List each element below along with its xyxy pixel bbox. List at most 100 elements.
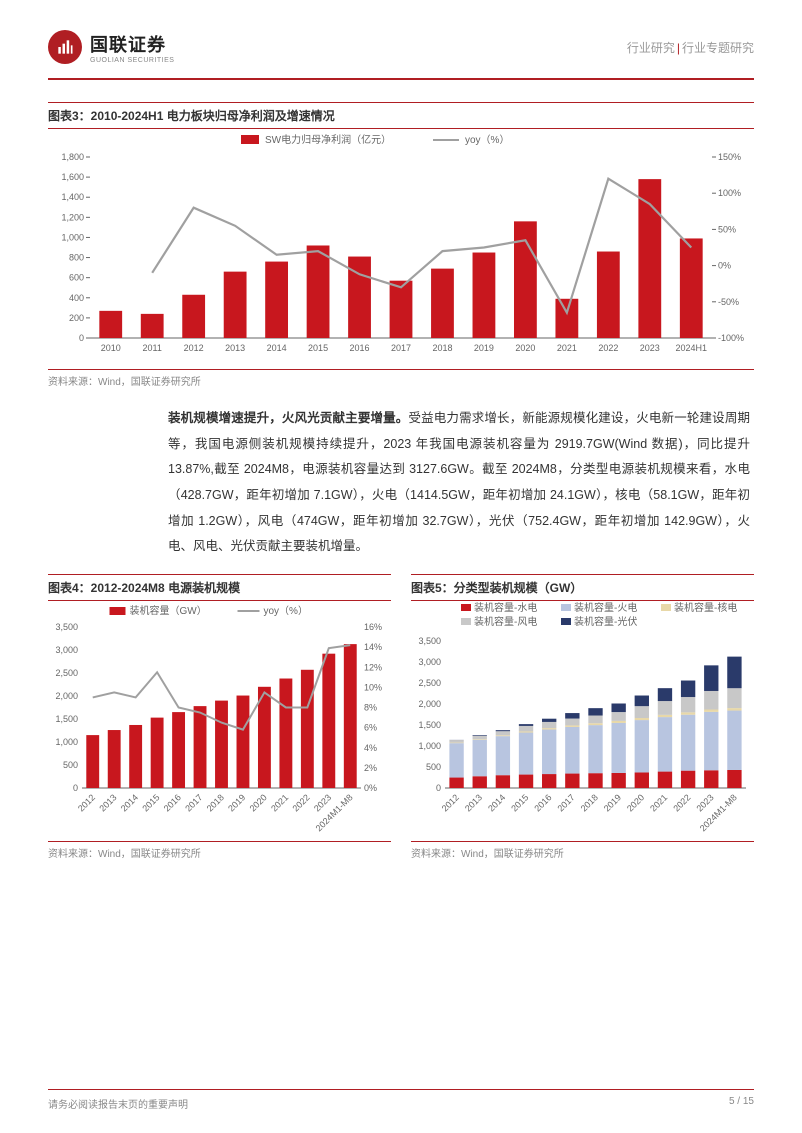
svg-text:2%: 2% [364,763,377,773]
svg-text:2,500: 2,500 [418,678,441,688]
svg-text:0: 0 [79,333,84,343]
svg-text:500: 500 [63,760,78,770]
svg-text:装机容量-风电: 装机容量-风电 [474,615,537,628]
svg-text:2020: 2020 [515,343,535,353]
svg-text:2019: 2019 [474,343,494,353]
svg-text:2012: 2012 [184,343,204,353]
svg-text:1,800: 1,800 [61,152,84,162]
svg-text:150%: 150% [718,152,741,162]
svg-text:14%: 14% [364,642,382,652]
svg-text:2,500: 2,500 [55,668,78,678]
svg-text:0: 0 [73,783,78,793]
para-text: 受益电力需求增长，新能源规模化建设，火电新一轮建设周期等，我国电源侧装机规模持续… [168,411,750,553]
svg-text:1,000: 1,000 [55,737,78,747]
svg-text:3,000: 3,000 [418,657,441,667]
svg-text:3,500: 3,500 [418,636,441,646]
svg-text:2022: 2022 [671,792,692,813]
svg-text:2013: 2013 [225,343,245,353]
logo-icon [48,30,82,64]
chart5-svg: 装机容量-水电装机容量-火电装机容量-核电装机容量-风电装机容量-光伏05001… [411,601,754,836]
svg-text:1,400: 1,400 [61,192,84,202]
svg-text:12%: 12% [364,662,382,672]
chart5-section: 图表5：分类型装机规模（GW） 装机容量-水电装机容量-火电装机容量-核电装机容… [411,574,754,860]
svg-text:2013: 2013 [97,792,118,813]
svg-text:2020: 2020 [248,792,269,813]
svg-text:2016: 2016 [532,792,553,813]
svg-text:3,000: 3,000 [55,645,78,655]
charts-row: 图表4：2012-2024M8 电源装机规模 装机容量（GW） yoy（%） 0 50… [48,574,754,860]
svg-text:2012: 2012 [76,792,97,813]
chart4-title: 图表4：2012-2024M8 电源装机规模 [48,574,391,601]
svg-text:0%: 0% [364,783,377,793]
footer: 请务必阅读报告末页的重要声明 5 / 15 [48,1089,754,1111]
company-name-cn: 国联证券 [90,31,174,57]
svg-text:2015: 2015 [140,792,161,813]
svg-text:200: 200 [69,313,84,323]
svg-text:2016: 2016 [162,792,183,813]
chart3-title: 图表3：2010-2024H1 电力板块归母净利润及增速情况 [48,102,754,129]
svg-text:装机容量-水电: 装机容量-水电 [474,601,537,614]
svg-text:2022: 2022 [291,792,312,813]
svg-text:2016: 2016 [350,343,370,353]
svg-text:1,200: 1,200 [61,212,84,222]
svg-text:装机容量-火电: 装机容量-火电 [574,601,637,614]
svg-text:400: 400 [69,293,84,303]
svg-text:2015: 2015 [509,792,530,813]
chart3-area: SW电力归母净利润（亿元）yoy（%）02004006008001,0001,2… [48,129,754,369]
body-paragraph: 装机规模增速提升，火风光贡献主要增量。受益电力需求增长，新能源规模化建设，火电新… [48,406,754,560]
breadcrumb: 行业研究|行业专题研究 [627,39,754,56]
svg-text:2024H1: 2024H1 [676,343,708,353]
svg-text:2018: 2018 [432,343,452,353]
chart3-svg: SW电力归母净利润（亿元）yoy（%）02004006008001,0001,2… [48,129,754,364]
header-divider [48,78,754,80]
para-bold: 装机规模增速提升，火风光贡献主要增量。 [168,411,408,425]
svg-text:2010: 2010 [101,343,121,353]
svg-text:SW电力归母净利润（亿元）: SW电力归母净利润（亿元） [265,133,391,146]
chart4-area: 装机容量（GW） yoy（%） 0 500 1,000 1,500 2,000 2,500 3,… [48,601,391,841]
svg-text:2017: 2017 [556,792,577,813]
svg-text:2018: 2018 [579,792,600,813]
svg-text:2,000: 2,000 [55,691,78,701]
logo: 国联证券 GUOLIAN SECURITIES [48,30,174,64]
chart5-title: 图表5：分类型装机规模（GW） [411,574,754,601]
footer-page: 5 / 15 [729,1096,754,1111]
svg-text:1,600: 1,600 [61,172,84,182]
svg-text:1,000: 1,000 [418,741,441,751]
svg-text:0%: 0% [718,261,731,271]
svg-text:装机容量-光伏: 装机容量-光伏 [574,615,637,628]
svg-text:10%: 10% [364,682,382,692]
chart5-area: 装机容量-水电装机容量-火电装机容量-核电装机容量-风电装机容量-光伏05001… [411,601,754,841]
svg-text:0: 0 [436,783,441,793]
header: 国联证券 GUOLIAN SECURITIES 行业研究|行业专题研究 [0,0,802,74]
breadcrumb-right: 行业专题研究 [682,41,754,55]
svg-text:yoy（%）: yoy（%） [264,605,308,617]
svg-text:-100%: -100% [718,333,744,343]
svg-text:2021: 2021 [557,343,577,353]
chart4-source: 资料来源：Wind，国联证券研究所 [48,841,391,860]
svg-text:100%: 100% [718,188,741,198]
svg-text:16%: 16% [364,622,382,632]
chart5-source: 资料来源：Wind，国联证券研究所 [411,841,754,860]
svg-text:6%: 6% [364,722,377,732]
company-name-en: GUOLIAN SECURITIES [90,57,174,64]
svg-text:8%: 8% [364,702,377,712]
svg-text:2014: 2014 [486,792,507,813]
svg-text:1,500: 1,500 [55,714,78,724]
chart4-svg: 装机容量（GW） yoy（%） 0 500 1,000 1,500 2,000 2,500 3,… [48,601,391,836]
footer-disclaimer: 请务必阅读报告末页的重要声明 [48,1096,188,1111]
svg-text:2015: 2015 [308,343,328,353]
svg-text:2023: 2023 [640,343,660,353]
svg-text:2012: 2012 [440,792,461,813]
svg-text:2021: 2021 [648,792,669,813]
svg-text:3,500: 3,500 [55,622,78,632]
svg-text:800: 800 [69,253,84,263]
svg-text:装机容量（GW）: 装机容量（GW） [130,604,207,617]
svg-text:2021: 2021 [269,792,290,813]
chart3-section: 图表3：2010-2024H1 电力板块归母净利润及增速情况 SW电力归母净利润… [48,102,754,388]
svg-text:2014: 2014 [119,792,140,813]
svg-text:2020: 2020 [625,792,646,813]
svg-text:2,000: 2,000 [418,699,441,709]
svg-text:1,500: 1,500 [418,720,441,730]
svg-text:2013: 2013 [463,792,484,813]
svg-text:2019: 2019 [602,792,623,813]
